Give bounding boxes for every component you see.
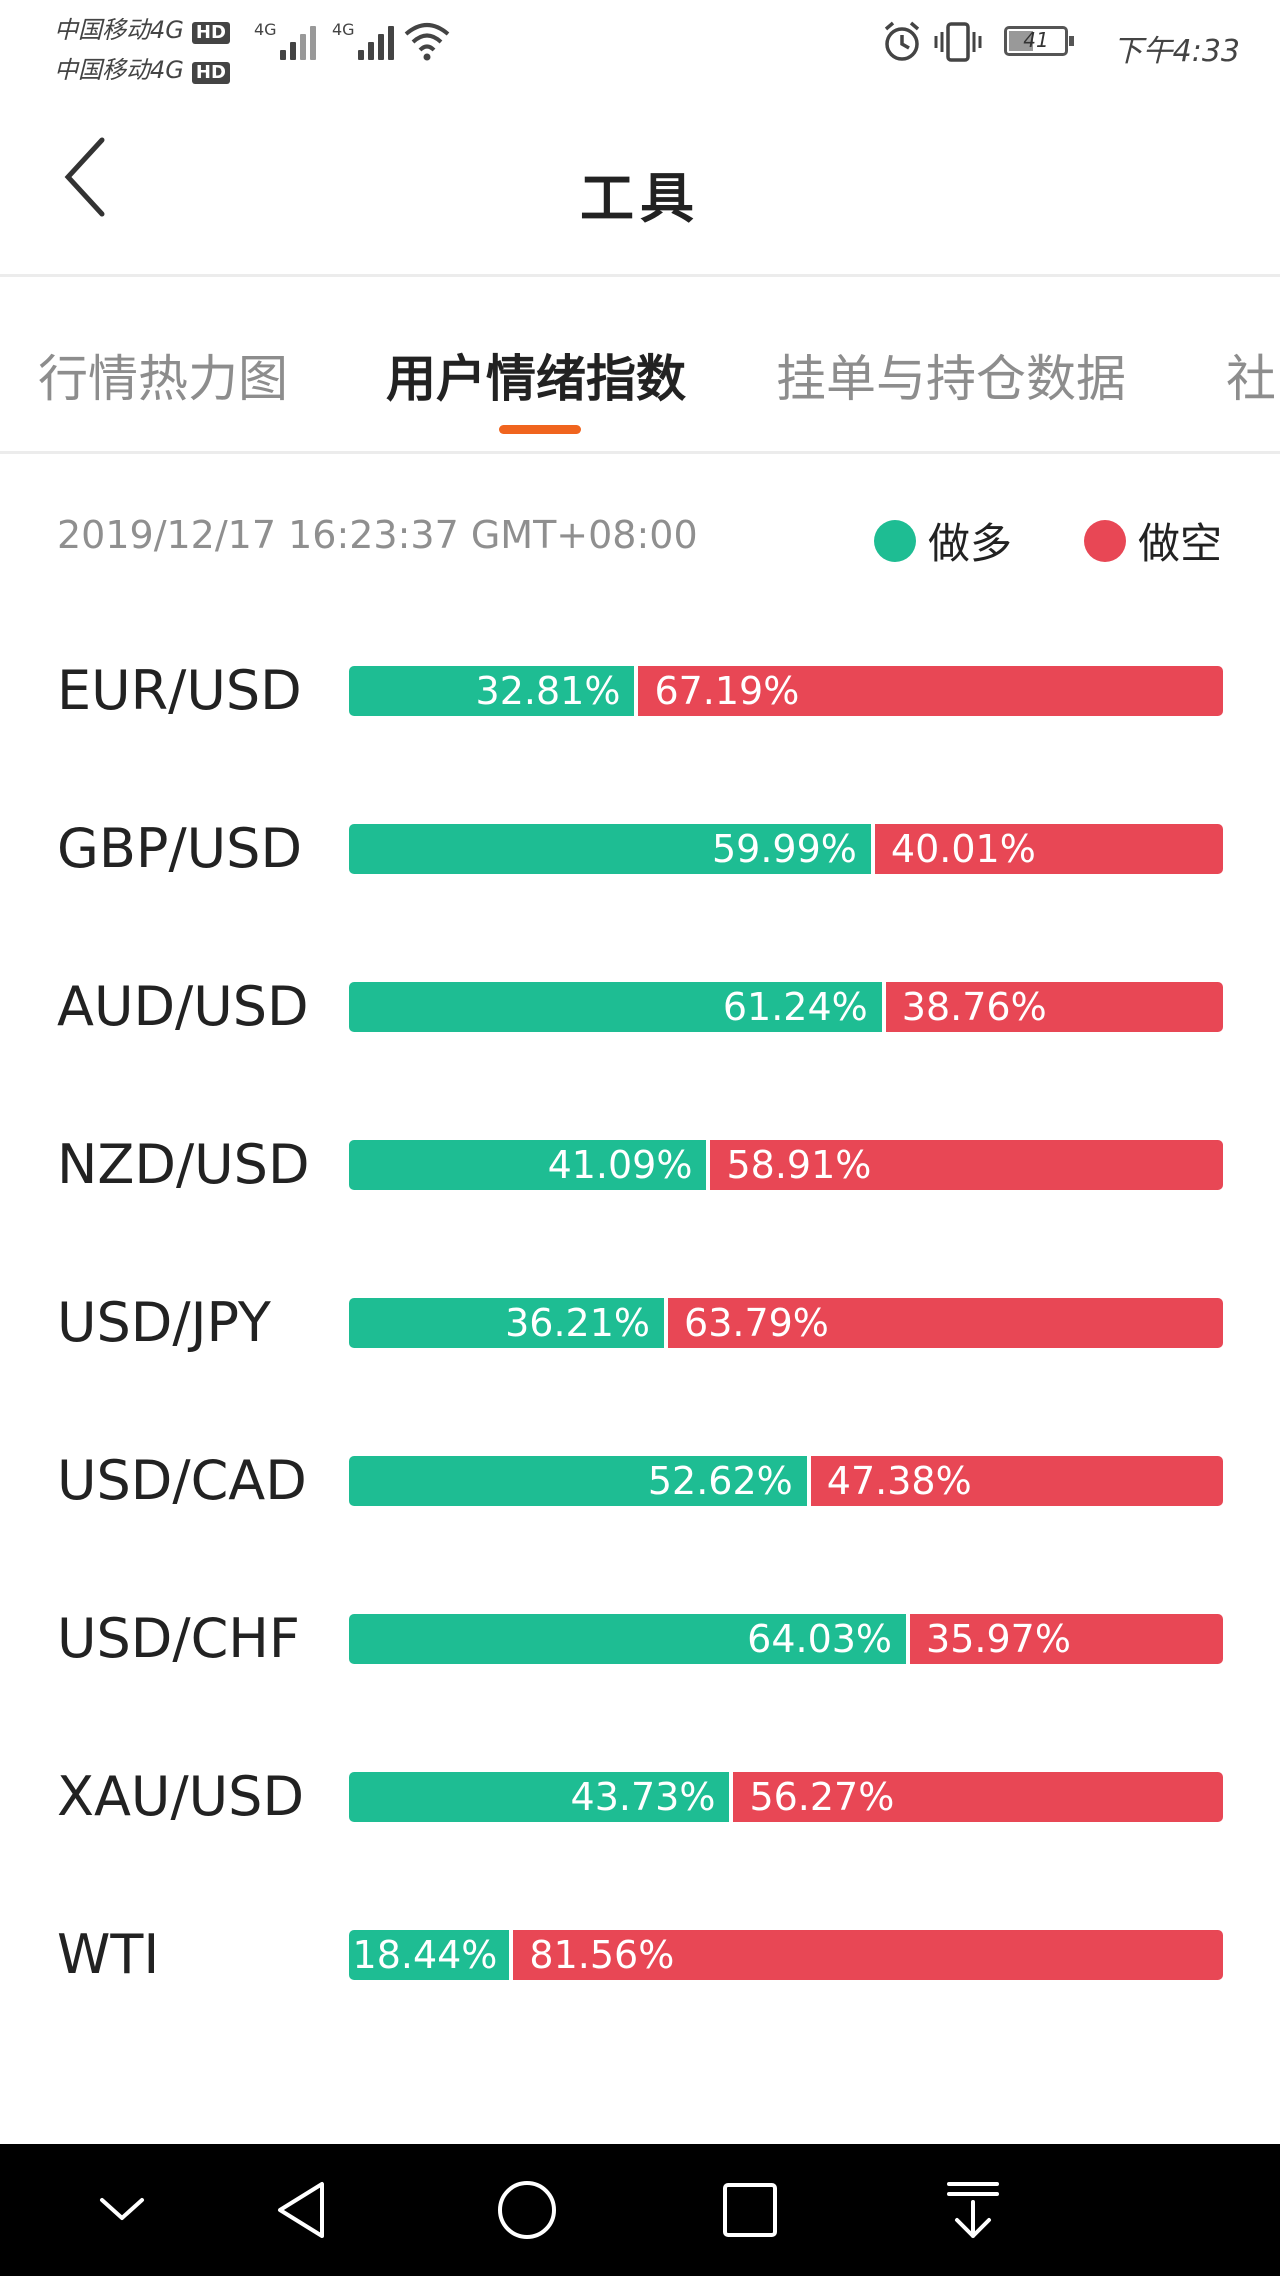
long-dot-icon (874, 519, 916, 562)
short-segment: 56.27% (733, 1772, 1223, 1822)
sentiment-bar: 52.62% 47.38% (349, 1456, 1223, 1506)
sentiment-row: EUR/USD 32.81% 67.19% (0, 661, 1280, 721)
signal-2-icon: 4G (332, 18, 402, 62)
nav-back-button[interactable] (264, 2174, 344, 2246)
sentiment-row: USD/CAD 52.62% 47.38% (0, 1451, 1280, 1511)
sentiment-row: WTI 18.44% 81.56% (0, 1925, 1280, 1985)
short-segment: 38.76% (885, 982, 1223, 1032)
tab-community[interactable]: 社 (1226, 350, 1276, 408)
pair-label: GBP/USD (57, 817, 303, 880)
sentiment-row: XAU/USD 43.73% 56.27% (0, 1767, 1280, 1827)
carrier-2: 中国移动4G HD (54, 50, 230, 85)
download-icon (947, 2182, 999, 2238)
long-segment: 52.62% (349, 1456, 807, 1506)
network-2-label: 4G (332, 20, 355, 39)
pair-label: AUD/USD (57, 975, 309, 1038)
hd-badge-2: HD (191, 62, 230, 84)
short-segment: 40.01% (874, 824, 1223, 874)
back-triangle-icon (278, 2182, 324, 2238)
long-segment: 18.44% (349, 1930, 510, 1980)
pair-label: USD/JPY (57, 1291, 271, 1354)
pair-label: USD/CAD (57, 1449, 307, 1512)
sentiment-row: USD/CHF 64.03% 35.97% (0, 1609, 1280, 1669)
carrier-1-label: 中国移动4G (54, 16, 184, 44)
long-segment: 41.09% (349, 1140, 707, 1190)
nav-home-button[interactable] (487, 2174, 567, 2246)
sentiment-bar: 64.03% 35.97% (349, 1614, 1223, 1664)
short-segment: 47.38% (810, 1456, 1223, 1506)
clock: 下午4:33 (1112, 34, 1240, 69)
sentiment-bar: 18.44% 81.56% (349, 1930, 1223, 1980)
header: 工具 (0, 92, 1280, 277)
pair-label: NZD/USD (57, 1133, 310, 1196)
carrier-1: 中国移动4G HD (54, 10, 230, 45)
pair-label: WTI (57, 1923, 160, 1986)
legend-short: 做空 (1084, 510, 1222, 571)
sentiment-bar: 36.21% 63.79% (349, 1298, 1223, 1348)
update-timestamp: 2019/12/17 16:23:37 GMT+08:00 (57, 513, 698, 557)
long-segment: 32.81% (349, 666, 635, 716)
vibrate-icon (934, 22, 982, 62)
battery-level: 41 (1023, 28, 1049, 52)
recents-square-icon (723, 2183, 777, 2237)
system-nav-bar (0, 2144, 1280, 2276)
long-segment: 64.03% (349, 1614, 907, 1664)
tab-bar: 行情热力图 用户情绪指数 挂单与持仓数据 社 (0, 277, 1280, 454)
page-title: 工具 (580, 167, 700, 230)
short-dot-icon (1084, 519, 1126, 562)
hd-badge-1: HD (191, 22, 230, 44)
tab-heatmap[interactable]: 行情热力图 (38, 350, 288, 408)
sentiment-row: AUD/USD 61.24% 38.76% (0, 977, 1280, 1037)
carrier-2-label: 中国移动4G (54, 56, 184, 84)
signal-1-icon: 4G (254, 18, 324, 62)
long-segment: 59.99% (349, 824, 871, 874)
status-bar: 中国移动4G HD 中国移动4G HD 4G 4G 41 下午4:33 (0, 0, 1280, 92)
sentiment-bar: 43.73% 56.27% (349, 1772, 1223, 1822)
back-button[interactable] (50, 132, 130, 222)
short-segment: 81.56% (513, 1930, 1223, 1980)
sentiment-row: NZD/USD 41.09% 58.91% (0, 1135, 1280, 1195)
home-circle-icon (498, 2181, 556, 2239)
battery-icon: 41 (1004, 26, 1074, 56)
long-segment: 36.21% (349, 1298, 665, 1348)
long-segment: 61.24% (349, 982, 882, 1032)
sentiment-bar: 61.24% 38.76% (349, 982, 1223, 1032)
sentiment-row: USD/JPY 36.21% 63.79% (0, 1293, 1280, 1353)
short-segment: 63.79% (668, 1298, 1223, 1348)
long-segment: 43.73% (349, 1772, 730, 1822)
legend-short-label: 做空 (1138, 519, 1223, 568)
legend-long: 做多 (874, 510, 1012, 571)
network-1-label: 4G (254, 20, 277, 39)
nav-notifications-button[interactable] (933, 2174, 1013, 2246)
active-tab-indicator (499, 425, 581, 434)
short-segment: 58.91% (710, 1140, 1223, 1190)
sentiment-bar: 32.81% 67.19% (349, 666, 1223, 716)
back-arrow-icon (64, 137, 105, 217)
short-segment: 67.19% (638, 666, 1223, 716)
sentiment-bar: 41.09% 58.91% (349, 1140, 1223, 1190)
nav-recents-button[interactable] (710, 2174, 790, 2246)
alarm-icon (884, 21, 920, 61)
legend-long-label: 做多 (928, 519, 1013, 568)
pair-label: EUR/USD (57, 659, 302, 722)
sentiment-bar: 59.99% 40.01% (349, 824, 1223, 874)
wifi-icon (404, 23, 450, 61)
sentiment-row: GBP/USD 59.99% 40.01% (0, 819, 1280, 879)
tab-orders-positions[interactable]: 挂单与持仓数据 (776, 350, 1126, 408)
chevron-down-icon (100, 2198, 144, 2220)
pair-label: XAU/USD (57, 1765, 305, 1828)
short-segment: 35.97% (910, 1614, 1223, 1664)
nav-collapse-button[interactable] (82, 2174, 162, 2246)
tab-sentiment-index[interactable]: 用户情绪指数 (386, 350, 686, 408)
pair-label: USD/CHF (57, 1607, 300, 1670)
